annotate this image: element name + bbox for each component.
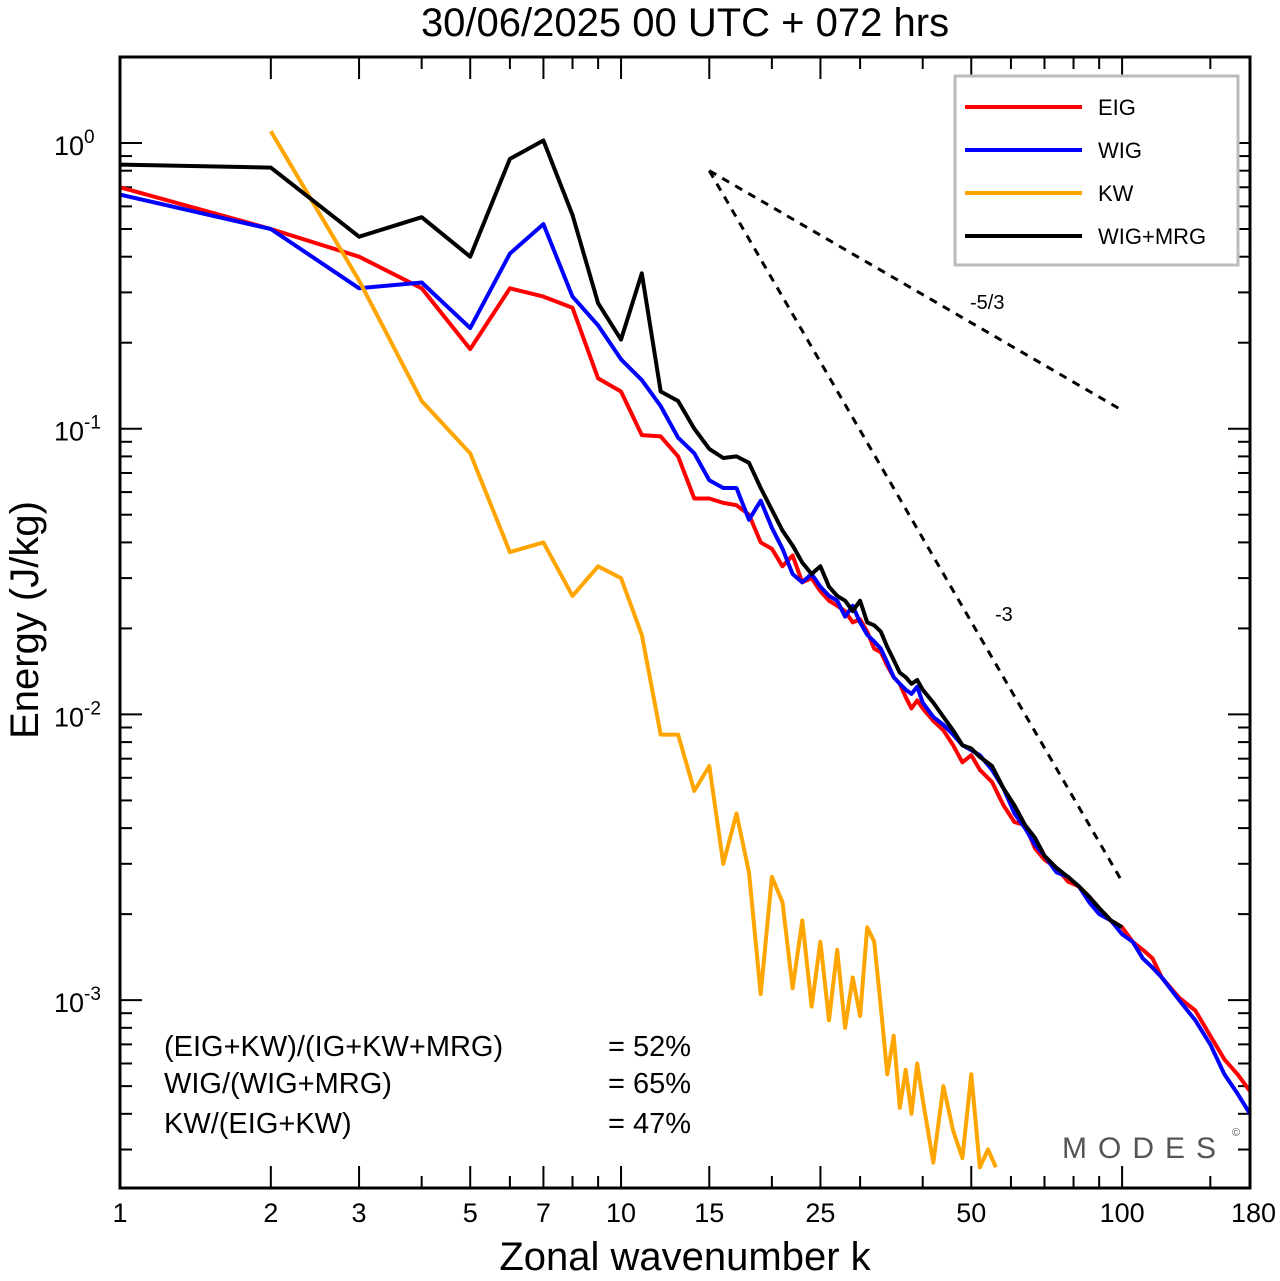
x-tick-label: 3 — [352, 1198, 367, 1228]
stats-annotations: (EIG+KW)/(IG+KW+MRG) = 52% WIG/(WIG+MRG)… — [164, 1031, 691, 1140]
stat-value-2: = 65% — [608, 1068, 691, 1100]
x-tick-label: 2 — [263, 1198, 278, 1228]
stat-value-3: = 47% — [608, 1108, 691, 1140]
x-tick-label: 5 — [463, 1198, 478, 1228]
x-tick-label: 7 — [536, 1198, 551, 1228]
watermark-text: MODES — [1062, 1132, 1227, 1165]
reference-slope-line — [708, 169, 1123, 412]
plot-frame — [118, 55, 1252, 1190]
reference-slope-line — [707, 169, 1124, 883]
x-tick-label: 1 — [112, 1198, 127, 1228]
y-tick-label: 10-2 — [54, 698, 101, 732]
series-line-wig — [120, 192, 1250, 1115]
slope-label-five-thirds: -5/3 — [970, 292, 1004, 314]
series-lines — [120, 130, 1250, 1170]
legend-label-wig: WIG — [1098, 138, 1142, 163]
y-tick-label: 10-1 — [54, 413, 101, 447]
y-tick-label: 10-3 — [54, 984, 101, 1018]
series-line-eig — [120, 185, 1250, 1093]
stat-label-1: (EIG+KW)/(IG+KW+MRG) — [164, 1031, 503, 1063]
chart-title: 30/06/2025 00 UTC + 072 hrs — [421, 1, 949, 45]
legend-label-kw: KW — [1098, 181, 1134, 206]
plot-area: 100 10-1 10-2 10-3 1 2 3 5 7 10 15 25 50 100 180 -5/3 -3 — [54, 55, 1276, 1228]
stat-label-2: WIG/(WIG+MRG) — [164, 1068, 392, 1100]
legend-box — [953, 74, 1240, 267]
stat-value-1: = 52% — [608, 1031, 691, 1063]
stat-label-3: KW/(EIG+KW) — [164, 1108, 352, 1140]
x-tick-label: 25 — [805, 1198, 835, 1228]
y-axis-label: Energy (J/kg) — [3, 501, 47, 739]
series-line-kw — [269, 130, 998, 1170]
series-line-wig-mrg — [120, 138, 1124, 929]
watermark-copyright: © — [1232, 1127, 1240, 1139]
x-axis-label: Zonal wavenumber k — [499, 1235, 871, 1279]
y-tick-label: 100 — [54, 127, 95, 161]
x-tick-label: 10 — [606, 1198, 636, 1228]
legend-label-wig-mrg: WIG+MRG — [1098, 224, 1206, 249]
x-tick-label: 100 — [1100, 1198, 1145, 1228]
x-tick-label: 50 — [956, 1198, 986, 1228]
x-tick-label: 180 — [1231, 1198, 1276, 1228]
x-tick-label: 15 — [694, 1198, 724, 1228]
modes-watermark: MODES © — [1062, 1127, 1240, 1165]
legend: EIG WIG KW WIG+MRG — [953, 74, 1240, 267]
legend-label-eig: EIG — [1098, 95, 1136, 120]
slope-label-three: -3 — [995, 604, 1013, 626]
